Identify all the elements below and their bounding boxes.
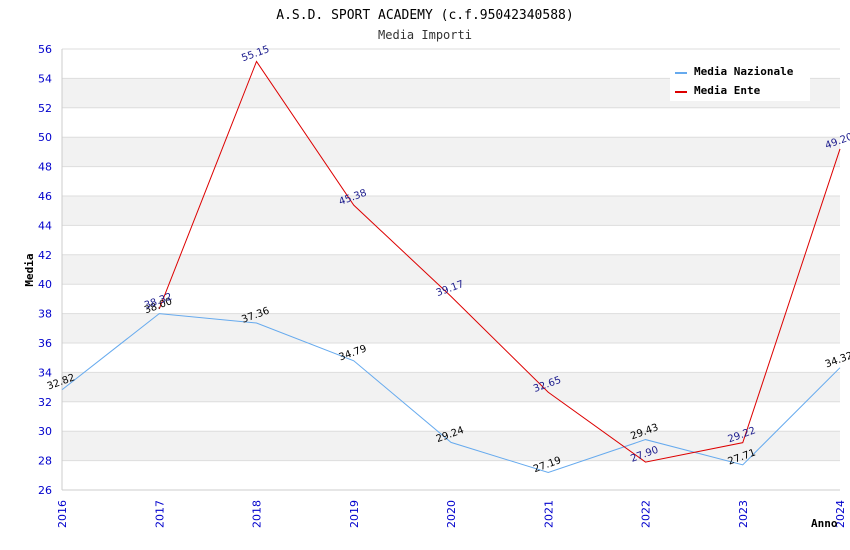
y-tick-label: 32	[38, 396, 52, 409]
chart-title: A.S.D. SPORT ACADEMY (c.f.95042340588)	[276, 8, 573, 23]
grid-bands	[62, 78, 840, 461]
x-tick-label: 2024	[834, 500, 847, 528]
y-tick-label: 26	[38, 484, 52, 497]
legend: Media Nazionale Media Ente	[670, 59, 810, 101]
x-tick-label: 2020	[445, 500, 458, 528]
y-tick-labels: 26 28 30 32 34 36 38 40 42 44 46 48 50 52 54 56	[38, 43, 52, 497]
legend-box	[670, 59, 810, 101]
grid-lines	[62, 48, 840, 491]
grid-band	[62, 372, 840, 402]
data-label: 55.15	[240, 44, 271, 64]
legend-label-media-ente: Media Ente	[694, 84, 761, 97]
grid-band	[62, 254, 840, 285]
series-line-media-nazionale	[61, 313, 841, 474]
y-tick-label: 44	[38, 219, 52, 232]
y-tick-label: 40	[38, 278, 52, 291]
x-tick-label: 2016	[56, 500, 69, 528]
x-tick-label: 2023	[737, 500, 750, 528]
y-tick-label: 36	[38, 337, 52, 350]
x-tick-label: 2017	[153, 500, 166, 528]
y-tick-label: 50	[38, 131, 52, 144]
x-axis-label: Anno	[811, 517, 838, 530]
axes	[61, 49, 840, 491]
y-tick-label: 28	[38, 455, 52, 468]
x-tick-label: 2019	[348, 500, 361, 528]
grid-band	[62, 137, 840, 167]
series-lines	[61, 60, 841, 474]
grid-band	[62, 313, 840, 343]
y-tick-label: 30	[38, 425, 52, 438]
grid-band	[62, 196, 840, 226]
legend-label-media-nazionale: Media Nazionale	[694, 65, 794, 78]
y-axis-label: Media	[23, 253, 36, 286]
data-label: 34.32	[824, 350, 850, 370]
y-tick-label: 52	[38, 102, 52, 115]
y-tick-label: 46	[38, 190, 52, 203]
x-tick-label: 2022	[640, 500, 653, 528]
y-tick-label: 56	[38, 43, 52, 56]
y-tick-label: 38	[38, 308, 52, 321]
y-tick-label: 42	[38, 249, 52, 262]
y-tick-label: 54	[38, 72, 52, 85]
x-tick-label: 2021	[542, 500, 555, 528]
x-tick-label: 2018	[251, 500, 264, 528]
series-line-media-ente	[158, 60, 841, 463]
chart-subtitle: Media Importi	[378, 28, 472, 42]
x-tick-labels: 2016 2017 2018 2019 2020 2021 2022 2023 2024	[56, 500, 847, 528]
grid-band	[62, 431, 840, 461]
y-tick-label: 34	[38, 366, 52, 379]
y-tick-label: 48	[38, 161, 52, 174]
